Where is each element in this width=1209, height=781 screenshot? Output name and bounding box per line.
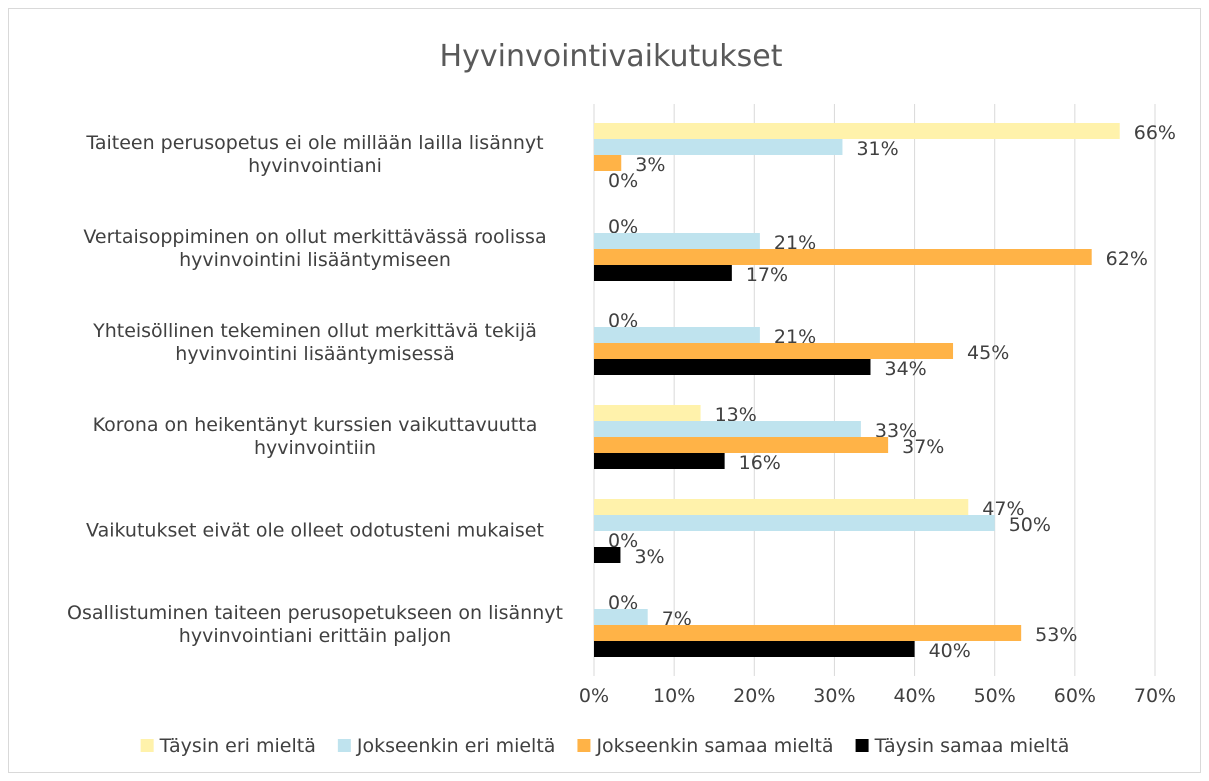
legend-label: Täysin eri mieltä — [159, 735, 316, 757]
bar — [594, 343, 954, 359]
bar — [594, 609, 648, 625]
value-label: 16% — [739, 452, 781, 474]
value-label: 33% — [875, 420, 917, 442]
bar — [594, 641, 915, 657]
category-label: Vertaisoppiminen on ollut merkittävässä … — [83, 226, 547, 271]
chart-title: Hyvinvointivaikutukset — [440, 39, 783, 74]
value-label: 40% — [929, 640, 971, 662]
legend-label: Täysin samaa mieltä — [874, 735, 1070, 757]
x-tick-label: 20% — [733, 685, 775, 707]
value-label: 3% — [634, 546, 664, 568]
bar — [594, 421, 861, 437]
bar — [594, 405, 701, 421]
value-label: 21% — [774, 326, 816, 348]
legend-swatch — [855, 739, 869, 752]
legend-swatch — [577, 739, 591, 752]
value-label: 34% — [884, 358, 926, 380]
value-label: 37% — [902, 436, 944, 458]
category-label: Vaikutukset eivät ole olleet odotusteni … — [86, 519, 544, 542]
value-label: 0% — [608, 592, 638, 614]
value-label: 31% — [856, 138, 898, 160]
legend-label: Jokseenkin samaa mieltä — [595, 735, 833, 757]
value-label: 50% — [1009, 514, 1051, 536]
category-label: Korona on heikentänyt kurssien vaikuttav… — [92, 414, 538, 459]
x-tick-label: 50% — [974, 685, 1016, 707]
x-tick-label: 30% — [813, 685, 855, 707]
value-label: 13% — [715, 404, 757, 426]
category-label: Yhteisöllinen tekeminen ollut merkittävä… — [93, 320, 537, 365]
bar — [594, 359, 871, 375]
bar — [594, 233, 760, 249]
category-label: Taiteen perusopetus ei ole millään laill… — [86, 132, 544, 177]
legend-label: Jokseenkin eri mieltä — [356, 735, 556, 757]
value-label: 53% — [1035, 624, 1077, 646]
bar — [594, 249, 1092, 265]
value-label: 7% — [662, 608, 692, 630]
bar — [594, 515, 995, 531]
x-tick-label: 60% — [1054, 685, 1096, 707]
bar — [594, 139, 843, 155]
legend-swatch — [337, 739, 351, 752]
value-label: 45% — [967, 342, 1009, 364]
bar — [594, 625, 1022, 641]
x-tick-label: 10% — [653, 685, 695, 707]
bar — [594, 155, 622, 171]
value-label: 0% — [608, 170, 638, 192]
bar — [594, 327, 760, 343]
category-label: Osallistuminen taiteen perusopetukseen o… — [67, 602, 563, 647]
value-label: 3% — [635, 154, 665, 176]
bar — [594, 265, 732, 281]
x-tick-label: 0% — [579, 685, 609, 707]
value-label: 0% — [608, 530, 638, 552]
legend-swatch — [140, 739, 154, 752]
x-tick-label: 40% — [893, 685, 935, 707]
value-label: 0% — [608, 310, 638, 332]
bar — [594, 437, 889, 453]
x-tick-label: 70% — [1134, 685, 1176, 707]
bar — [594, 123, 1120, 139]
value-label: 21% — [774, 232, 816, 254]
value-label: 0% — [608, 216, 638, 238]
value-label: 47% — [982, 498, 1024, 520]
bar — [594, 547, 621, 563]
value-label: 17% — [746, 264, 788, 286]
bar — [594, 499, 969, 515]
value-label: 62% — [1106, 248, 1148, 270]
value-label: 66% — [1134, 122, 1176, 144]
bar — [594, 453, 725, 469]
